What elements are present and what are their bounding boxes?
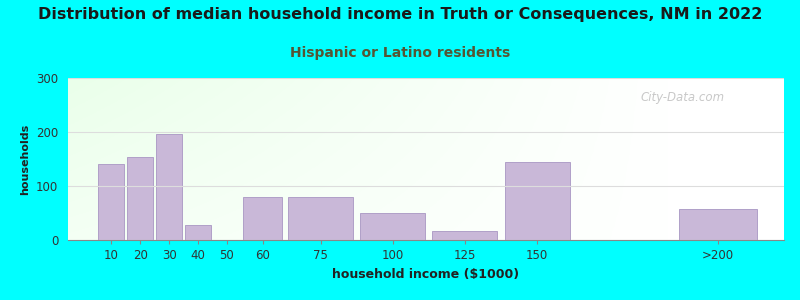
Bar — [288, 197, 353, 240]
Bar — [185, 225, 211, 240]
Bar — [678, 209, 757, 240]
Y-axis label: households: households — [21, 123, 30, 195]
Bar — [433, 231, 498, 240]
Text: Distribution of median household income in Truth or Consequences, NM in 2022: Distribution of median household income … — [38, 8, 762, 22]
Bar — [156, 134, 182, 240]
Bar — [360, 213, 426, 240]
Text: Hispanic or Latino residents: Hispanic or Latino residents — [290, 46, 510, 61]
Bar — [243, 197, 282, 240]
X-axis label: household income ($1000): household income ($1000) — [333, 268, 519, 281]
Text: City-Data.com: City-Data.com — [641, 91, 725, 104]
Bar — [505, 162, 570, 240]
Bar — [98, 164, 124, 240]
Bar — [127, 158, 153, 240]
